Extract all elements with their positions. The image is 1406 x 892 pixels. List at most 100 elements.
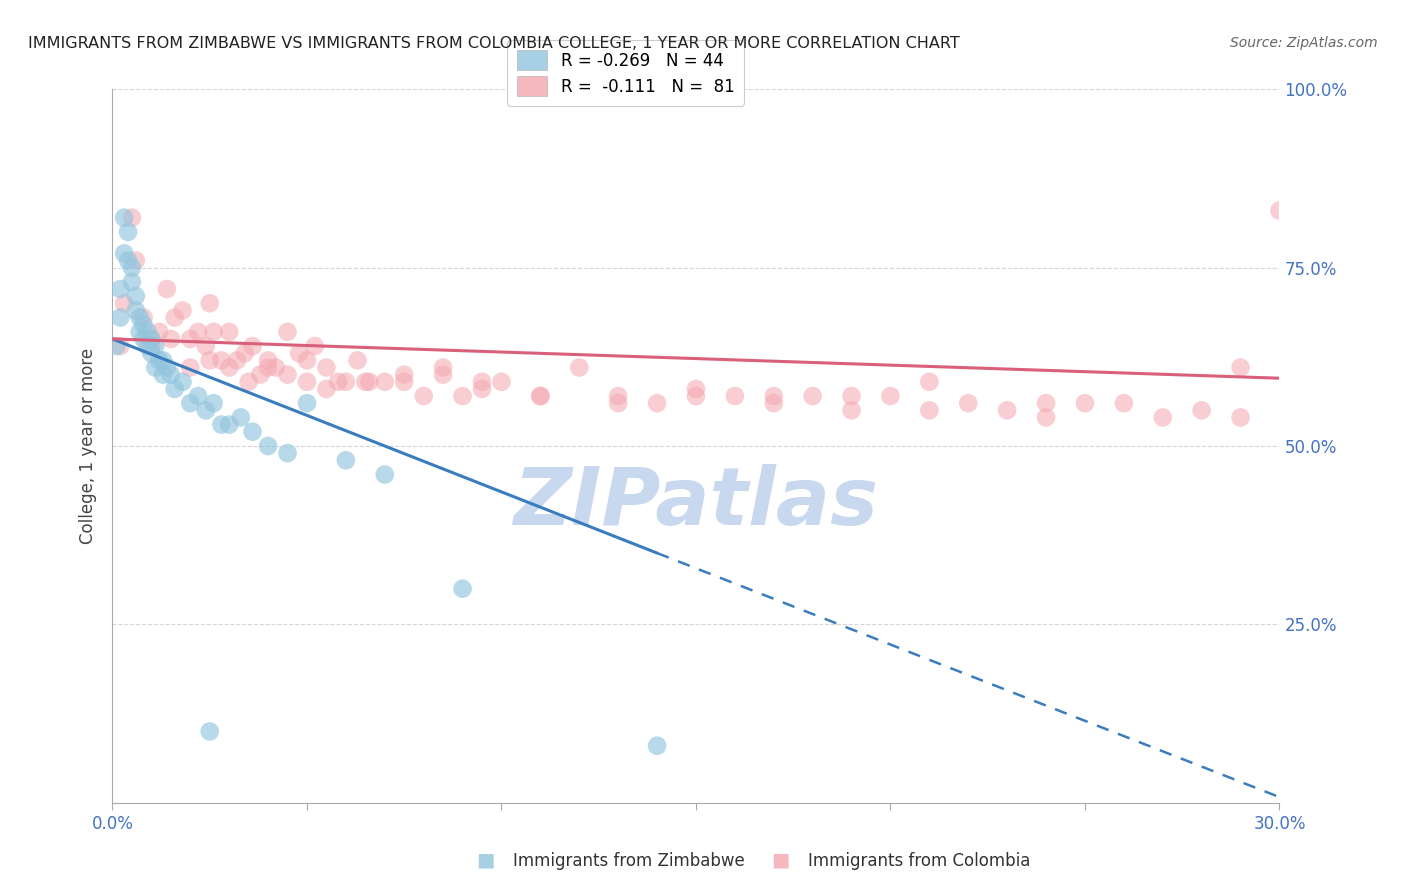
Point bbox=[143, 360, 166, 375]
Point bbox=[346, 353, 368, 368]
Point bbox=[172, 375, 194, 389]
Text: ■: ■ bbox=[475, 851, 495, 870]
Point bbox=[209, 417, 232, 432]
Point bbox=[163, 310, 186, 325]
Point bbox=[335, 453, 357, 467]
Text: Source: ZipAtlas.com: Source: ZipAtlas.com bbox=[1230, 36, 1378, 50]
Point bbox=[121, 260, 143, 275]
Point bbox=[125, 289, 148, 303]
Point bbox=[995, 403, 1018, 417]
Point bbox=[412, 389, 434, 403]
Point bbox=[335, 375, 357, 389]
Point bbox=[276, 368, 298, 382]
Point bbox=[276, 325, 298, 339]
Point bbox=[141, 332, 163, 346]
Point bbox=[117, 225, 139, 239]
Point bbox=[141, 339, 163, 353]
Point bbox=[233, 346, 256, 360]
Point bbox=[276, 446, 298, 460]
Point bbox=[685, 389, 707, 403]
Point bbox=[226, 353, 249, 368]
Point bbox=[218, 325, 240, 339]
Point bbox=[202, 325, 225, 339]
Point bbox=[354, 375, 377, 389]
Point bbox=[1191, 403, 1213, 417]
Point bbox=[918, 403, 941, 417]
Point bbox=[143, 339, 166, 353]
Text: Immigrants from Colombia: Immigrants from Colombia bbox=[808, 852, 1031, 870]
Point bbox=[607, 396, 630, 410]
Point bbox=[148, 325, 170, 339]
Point bbox=[198, 296, 221, 310]
Point bbox=[121, 211, 143, 225]
Point bbox=[1035, 396, 1057, 410]
Point bbox=[1074, 396, 1097, 410]
Point bbox=[451, 389, 474, 403]
Point bbox=[295, 375, 318, 389]
Point bbox=[156, 360, 179, 375]
Point bbox=[374, 467, 396, 482]
Point bbox=[141, 332, 163, 346]
Text: IMMIGRANTS FROM ZIMBABWE VS IMMIGRANTS FROM COLOMBIA COLLEGE, 1 YEAR OR MORE COR: IMMIGRANTS FROM ZIMBABWE VS IMMIGRANTS F… bbox=[28, 36, 960, 51]
Point bbox=[295, 353, 318, 368]
Point bbox=[198, 353, 221, 368]
Point bbox=[132, 310, 155, 325]
Point bbox=[117, 253, 139, 268]
Point bbox=[132, 332, 155, 346]
Point bbox=[172, 303, 194, 318]
Point bbox=[238, 375, 260, 389]
Point bbox=[152, 368, 174, 382]
Point bbox=[202, 396, 225, 410]
Point bbox=[257, 353, 280, 368]
Text: Immigrants from Zimbabwe: Immigrants from Zimbabwe bbox=[513, 852, 745, 870]
Point bbox=[394, 375, 416, 389]
Point bbox=[879, 389, 901, 403]
Point bbox=[242, 425, 264, 439]
Point bbox=[136, 339, 159, 353]
Point bbox=[179, 396, 201, 410]
Point bbox=[125, 253, 148, 268]
Point bbox=[152, 353, 174, 368]
Point bbox=[194, 339, 217, 353]
Point bbox=[762, 389, 785, 403]
Point bbox=[125, 303, 148, 318]
Point bbox=[841, 389, 863, 403]
Point bbox=[315, 360, 337, 375]
Point bbox=[160, 368, 183, 382]
Point bbox=[288, 346, 311, 360]
Point bbox=[1268, 203, 1291, 218]
Point bbox=[841, 403, 863, 417]
Point bbox=[529, 389, 551, 403]
Point bbox=[163, 382, 186, 396]
Point bbox=[209, 353, 232, 368]
Point bbox=[432, 360, 454, 375]
Point bbox=[110, 339, 132, 353]
Point bbox=[645, 396, 668, 410]
Point bbox=[762, 396, 785, 410]
Point bbox=[264, 360, 287, 375]
Point bbox=[374, 375, 396, 389]
Point bbox=[304, 339, 326, 353]
Point bbox=[685, 382, 707, 396]
Point bbox=[198, 724, 221, 739]
Point bbox=[451, 582, 474, 596]
Point bbox=[471, 375, 494, 389]
Point bbox=[218, 417, 240, 432]
Point bbox=[112, 246, 135, 260]
Point bbox=[724, 389, 747, 403]
Point bbox=[1112, 396, 1135, 410]
Point bbox=[801, 389, 824, 403]
Point bbox=[249, 368, 271, 382]
Point bbox=[128, 310, 150, 325]
Point bbox=[257, 360, 280, 375]
Point bbox=[179, 360, 201, 375]
Point bbox=[257, 439, 280, 453]
Point bbox=[491, 375, 513, 389]
Point bbox=[112, 296, 135, 310]
Point bbox=[110, 310, 132, 325]
Point bbox=[187, 389, 209, 403]
Point bbox=[394, 368, 416, 382]
Point bbox=[156, 282, 179, 296]
Point bbox=[179, 332, 201, 346]
Point bbox=[471, 382, 494, 396]
